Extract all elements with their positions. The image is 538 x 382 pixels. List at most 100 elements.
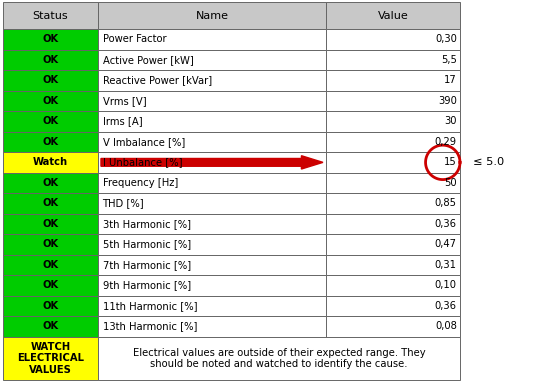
- Text: 7th Harmonic [%]: 7th Harmonic [%]: [103, 260, 190, 270]
- Bar: [98, 132, 325, 152]
- Text: 5th Harmonic [%]: 5th Harmonic [%]: [103, 240, 190, 249]
- Text: I Unbalance [%]: I Unbalance [%]: [103, 157, 182, 167]
- Bar: [325, 214, 460, 234]
- Bar: [3, 50, 98, 70]
- Text: 0,36: 0,36: [435, 219, 457, 229]
- Bar: [3, 193, 98, 214]
- Bar: [325, 275, 460, 296]
- Bar: [325, 234, 460, 255]
- Text: 0,31: 0,31: [435, 260, 457, 270]
- Text: 11th Harmonic [%]: 11th Harmonic [%]: [103, 301, 197, 311]
- Bar: [325, 173, 460, 193]
- Bar: [98, 111, 325, 132]
- Text: OK: OK: [43, 240, 59, 249]
- Text: OK: OK: [43, 96, 59, 106]
- Bar: [3, 337, 98, 380]
- Bar: [3, 275, 98, 296]
- Bar: [325, 70, 460, 91]
- Text: Watch: Watch: [33, 157, 68, 167]
- Text: 50: 50: [444, 178, 457, 188]
- Text: OK: OK: [43, 117, 59, 126]
- Text: Frequency [Hz]: Frequency [Hz]: [103, 178, 178, 188]
- Text: 0,29: 0,29: [435, 137, 457, 147]
- Text: OK: OK: [43, 75, 59, 86]
- Bar: [98, 296, 325, 316]
- Text: 0,47: 0,47: [435, 240, 457, 249]
- Text: V Imbalance [%]: V Imbalance [%]: [103, 137, 185, 147]
- Bar: [3, 173, 98, 193]
- Bar: [325, 91, 460, 111]
- Text: OK: OK: [43, 178, 59, 188]
- Bar: [98, 152, 325, 173]
- Text: 0,30: 0,30: [435, 34, 457, 44]
- Text: OK: OK: [43, 260, 59, 270]
- Text: OK: OK: [43, 280, 59, 290]
- Text: OK: OK: [43, 34, 59, 44]
- Text: ≤ 5.0: ≤ 5.0: [473, 157, 505, 167]
- Bar: [325, 29, 460, 50]
- Bar: [3, 132, 98, 152]
- Bar: [325, 152, 460, 173]
- Text: OK: OK: [43, 321, 59, 331]
- FancyArrow shape: [101, 156, 323, 169]
- Text: Electrical values are outside of their expected range. They
should be noted and : Electrical values are outside of their e…: [133, 348, 426, 369]
- Bar: [325, 193, 460, 214]
- Text: OK: OK: [43, 198, 59, 208]
- Bar: [3, 70, 98, 91]
- Bar: [3, 152, 98, 173]
- Bar: [98, 234, 325, 255]
- Text: Value: Value: [378, 11, 408, 21]
- Text: OK: OK: [43, 219, 59, 229]
- Bar: [3, 111, 98, 132]
- Text: Irms [A]: Irms [A]: [103, 117, 142, 126]
- Bar: [325, 50, 460, 70]
- Bar: [3, 296, 98, 316]
- Bar: [98, 193, 325, 214]
- Bar: [3, 316, 98, 337]
- Text: Status: Status: [33, 11, 68, 21]
- Bar: [98, 29, 325, 50]
- Bar: [98, 337, 460, 380]
- Bar: [98, 70, 325, 91]
- Text: 0,85: 0,85: [435, 198, 457, 208]
- Text: 5,5: 5,5: [441, 55, 457, 65]
- Text: OK: OK: [43, 301, 59, 311]
- Bar: [3, 29, 98, 50]
- Bar: [3, 214, 98, 234]
- Text: OK: OK: [43, 55, 59, 65]
- Text: WATCH
ELECTRICAL
VALUES: WATCH ELECTRICAL VALUES: [17, 342, 84, 375]
- Text: 390: 390: [438, 96, 457, 106]
- Text: Vrms [V]: Vrms [V]: [103, 96, 146, 106]
- Bar: [3, 255, 98, 275]
- Bar: [3, 91, 98, 111]
- Text: 15: 15: [444, 157, 457, 167]
- Text: OK: OK: [43, 137, 59, 147]
- Bar: [325, 255, 460, 275]
- Bar: [98, 173, 325, 193]
- Bar: [325, 296, 460, 316]
- Bar: [98, 2, 325, 29]
- Text: Power Factor: Power Factor: [103, 34, 166, 44]
- Text: 0,36: 0,36: [435, 301, 457, 311]
- Bar: [98, 255, 325, 275]
- Text: 13th Harmonic [%]: 13th Harmonic [%]: [103, 321, 197, 331]
- Text: 17: 17: [444, 75, 457, 86]
- Bar: [3, 234, 98, 255]
- Text: Name: Name: [195, 11, 229, 21]
- Text: THD [%]: THD [%]: [103, 198, 144, 208]
- Bar: [325, 2, 460, 29]
- Bar: [325, 316, 460, 337]
- Bar: [325, 111, 460, 132]
- Text: 9th Harmonic [%]: 9th Harmonic [%]: [103, 280, 190, 290]
- Text: 0,08: 0,08: [435, 321, 457, 331]
- Text: 30: 30: [444, 117, 457, 126]
- Bar: [98, 214, 325, 234]
- Bar: [98, 91, 325, 111]
- Text: Active Power [kW]: Active Power [kW]: [103, 55, 193, 65]
- Bar: [3, 2, 98, 29]
- Text: 0,10: 0,10: [435, 280, 457, 290]
- Bar: [325, 132, 460, 152]
- Bar: [98, 316, 325, 337]
- Bar: [98, 50, 325, 70]
- Text: Reactive Power [kVar]: Reactive Power [kVar]: [103, 75, 212, 86]
